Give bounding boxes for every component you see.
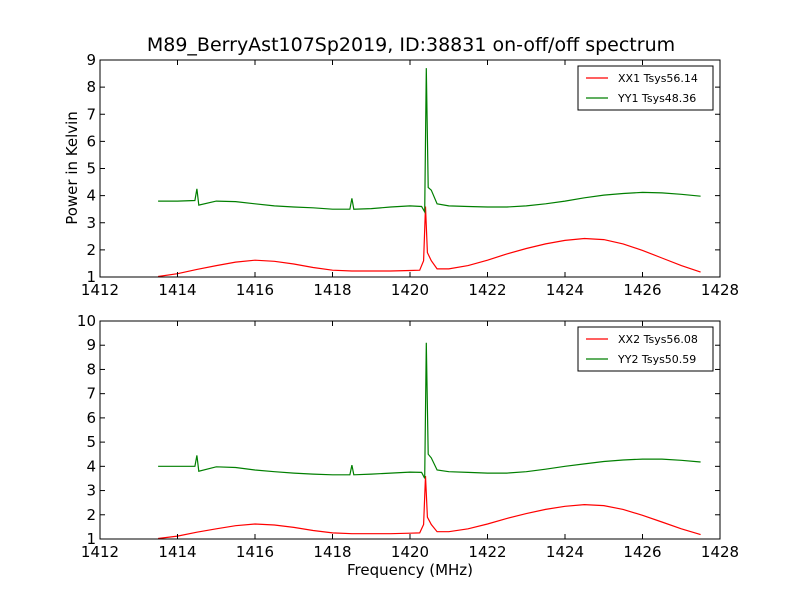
x-tick-label: 1422 bbox=[468, 281, 506, 299]
y-tick-label: 4 bbox=[86, 457, 96, 475]
series-line-yy2 bbox=[158, 342, 701, 479]
y-tick-label: 10 bbox=[77, 312, 96, 330]
legend-box bbox=[577, 65, 714, 111]
y-tick-label: 3 bbox=[86, 482, 96, 500]
x-tick-label: 1416 bbox=[236, 543, 274, 561]
x-tick-label: 1414 bbox=[158, 543, 196, 561]
x-tick-label: 1416 bbox=[236, 281, 274, 299]
x-tick-label: 1412 bbox=[81, 543, 119, 561]
x-tick-label: 1418 bbox=[313, 543, 351, 561]
x-tick-label: 1426 bbox=[623, 281, 661, 299]
top-panel: 1412 1414 1416 1418 1420 1422 1424 1426 1428 1 2 3 4… bbox=[81, 51, 739, 299]
y-tick-label: 8 bbox=[86, 78, 96, 96]
y-tick-label: 6 bbox=[86, 132, 96, 150]
x-tick-label: 1420 bbox=[391, 281, 429, 299]
y-tick-label: 6 bbox=[86, 409, 96, 427]
x-tick-label: 1424 bbox=[546, 543, 584, 561]
x-tick-label: 1428 bbox=[701, 543, 739, 561]
y-tick-label: 3 bbox=[86, 214, 96, 232]
x-tick-label: 1420 bbox=[391, 543, 429, 561]
figure-title: M89_BerryAst107Sp2019, ID:38831 on-off/o… bbox=[146, 34, 676, 56]
y-tick-label: 7 bbox=[86, 105, 96, 123]
y-tick-label: 5 bbox=[86, 160, 96, 178]
y-tick-label: 2 bbox=[86, 241, 96, 259]
legend: XX2 Tsys56.08 YY2 Tsys50.59 bbox=[577, 326, 714, 372]
y-tick-label: 5 bbox=[86, 433, 96, 451]
series-line-xx1 bbox=[158, 206, 701, 277]
y-tick-label: 8 bbox=[86, 360, 96, 378]
y-tick-label: 1 bbox=[86, 530, 96, 548]
legend-label: YY1 Tsys48.36 bbox=[617, 92, 696, 105]
y-axis-label: Power in Kelvin bbox=[63, 111, 81, 225]
bottom-panel: 1412 1414 1416 1418 1420 1422 1424 1426 1428 1 2 3 4… bbox=[77, 312, 739, 561]
x-tick-label: 1412 bbox=[81, 281, 119, 299]
y-tick-label: 2 bbox=[86, 506, 96, 524]
x-tick-label: 1414 bbox=[158, 281, 196, 299]
x-tick-label: 1418 bbox=[313, 281, 351, 299]
legend-label: XX1 Tsys56.14 bbox=[618, 72, 698, 85]
y-tick-label: 9 bbox=[86, 336, 96, 354]
y-tick-label: 4 bbox=[86, 187, 96, 205]
x-tick-label: 1424 bbox=[546, 281, 584, 299]
x-tick-label: 1428 bbox=[701, 281, 739, 299]
y-tick-label: 1 bbox=[86, 268, 96, 286]
x-tick-label: 1422 bbox=[468, 543, 506, 561]
series-line-yy1 bbox=[158, 68, 701, 215]
x-axis-label: Frequency (MHz) bbox=[346, 561, 474, 579]
y-tick-label: 9 bbox=[86, 51, 96, 69]
legend-label: YY2 Tsys50.59 bbox=[617, 353, 696, 366]
legend: XX1 Tsys56.14 YY1 Tsys48.36 bbox=[577, 65, 714, 111]
legend-box bbox=[577, 326, 714, 372]
x-tick-label: 1426 bbox=[623, 543, 661, 561]
y-tick-label: 7 bbox=[86, 385, 96, 403]
series-line-xx2 bbox=[158, 475, 701, 539]
legend-label: XX2 Tsys56.08 bbox=[618, 333, 698, 346]
